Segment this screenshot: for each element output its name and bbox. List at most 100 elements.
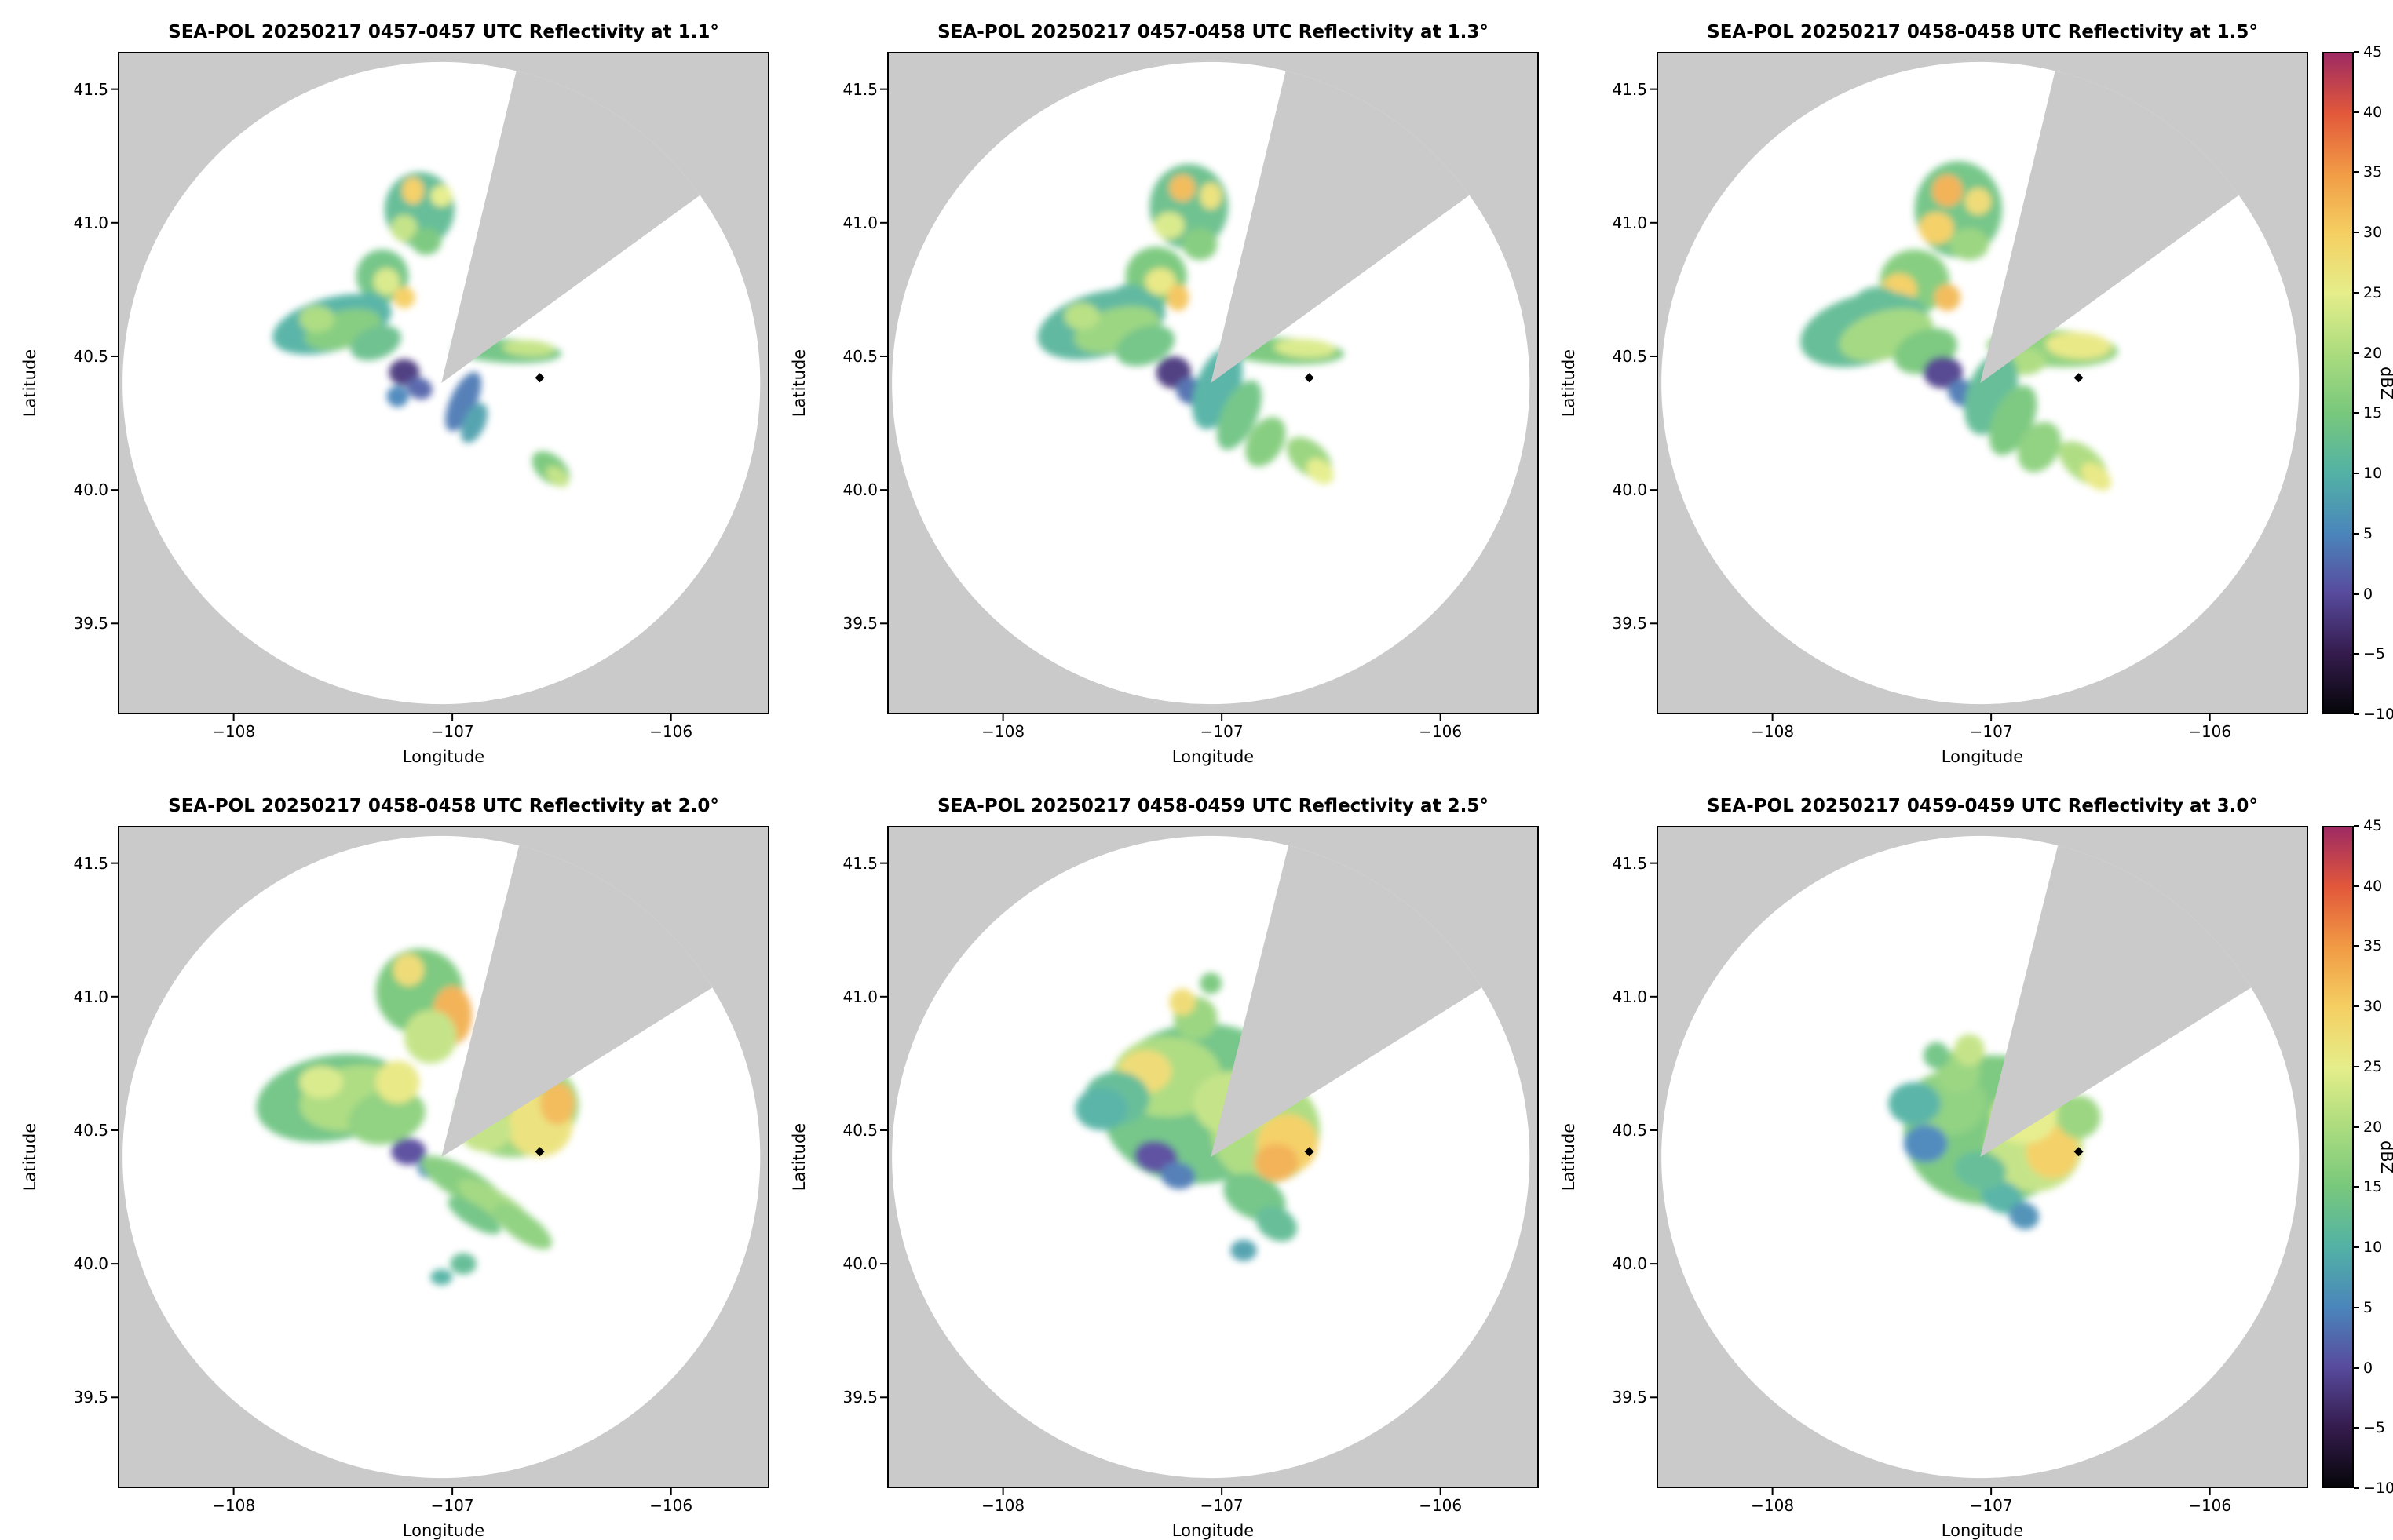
echo-blob (1182, 228, 1218, 261)
axes-frame (887, 52, 1539, 714)
y-tick-label: 40.5 (73, 346, 108, 366)
y-tick-label: 41.5 (1612, 79, 1647, 99)
axes-frame (1657, 826, 2308, 1488)
x-axis-label: Longitude (1171, 1521, 1255, 1540)
panel-title: SEA-POL 20250217 0458-0459 UTC Reflectiv… (937, 796, 1489, 816)
echo-blob (1216, 380, 1262, 451)
echo-blob (430, 185, 453, 207)
colorbar-tick-mark (2354, 1246, 2359, 1249)
x-tick-label: −106 (2188, 1496, 2232, 1515)
echo-blob (539, 1082, 575, 1126)
colorbar-tick-label: 25 (2363, 1057, 2383, 1075)
echo-blob (1169, 174, 1196, 202)
echo-blob (386, 385, 409, 407)
colorbar-tick-mark (2354, 1065, 2359, 1067)
colorbar-tick-label: 5 (2363, 524, 2373, 542)
colorbar-tick-mark (2354, 1126, 2359, 1128)
y-tick-label: 39.5 (842, 1388, 878, 1407)
colorbar-tick-mark (2354, 1005, 2359, 1008)
colorbar-tick-mark (2354, 593, 2359, 595)
colorbar-tick-label: 45 (2363, 817, 2383, 834)
colorbar-tick-mark (2354, 713, 2359, 715)
echo-blob (1949, 228, 1989, 261)
y-tick-label: 40.0 (1612, 480, 1647, 500)
colorbar-gradient (2322, 826, 2354, 1488)
echo-blob (375, 1060, 420, 1104)
colorbar-tick-mark (2354, 171, 2359, 173)
colorbar-tick-mark (2354, 653, 2359, 655)
x-tick-label: −108 (1751, 1496, 1795, 1515)
x-axis-label: Longitude (1171, 747, 1255, 766)
colorbar-tick-label: −10 (2363, 1480, 2393, 1497)
x-tick-label: −107 (430, 722, 474, 741)
reflectivity-echoes (1037, 163, 1345, 484)
y-tick-label: 40.0 (73, 1254, 108, 1274)
echo-blob (350, 325, 401, 361)
echo-blob (1254, 1143, 1299, 1181)
panel-title: SEA-POL 20250217 0458-0458 UTC Reflectiv… (1707, 22, 2258, 42)
panel-3: SEA-POL 20250217 0458-0458 UTC Reflectiv… (1539, 0, 2308, 766)
colorbar-row-2: dBZ 45 40 35 30 25 20 15 10 5 0 −5 −10 (2322, 817, 2393, 1497)
site-marker-diamond (1304, 373, 1314, 383)
colorbar-tick-label: 20 (2363, 1118, 2383, 1136)
y-tick-label: 41.5 (73, 79, 108, 99)
colorbar-tick-label: −10 (2363, 706, 2393, 723)
colorbar-tick-mark (2354, 473, 2359, 475)
echo-blob (393, 954, 424, 987)
echo-blob (1923, 1042, 1950, 1069)
colorbar-gradient (2322, 52, 2354, 714)
y-tick-label: 41.0 (842, 213, 878, 232)
x-tick-label: −108 (981, 1496, 1025, 1515)
echo-blob (1145, 268, 1176, 295)
colorbar-tick-label: 35 (2363, 163, 2383, 181)
x-tick-label: −106 (1419, 722, 1463, 741)
colorbar-tick-label: 10 (2363, 1239, 2383, 1257)
radar-ppi-plot (880, 826, 1539, 1495)
colorbar-tick-label: −5 (2363, 1419, 2386, 1437)
colorbar-tick-mark (2354, 1306, 2359, 1308)
colorbar-tick-mark (2354, 232, 2359, 234)
site-marker-diamond (2073, 373, 2084, 383)
echo-blob (393, 286, 415, 308)
echo-blob (448, 1197, 501, 1235)
y-tick-label: 41.0 (73, 213, 108, 232)
echo-blob (1306, 458, 1334, 484)
colorbar-tick-mark (2354, 291, 2359, 294)
colorbar-tick-label: 40 (2363, 877, 2383, 895)
echo-blob (450, 1253, 477, 1275)
colorbar-tick-mark (2354, 412, 2359, 414)
echo-blob (1200, 182, 1222, 210)
echo-blob (1245, 417, 1286, 467)
site-marker-diamond (1304, 1147, 1314, 1157)
echo-blob (1919, 212, 1954, 245)
colorbar-tick-label: 20 (2363, 344, 2383, 362)
panel-title: SEA-POL 20250217 0457-0457 UTC Reflectiv… (168, 22, 719, 42)
site-marker-diamond (535, 373, 545, 383)
y-tick-label: 40.0 (73, 480, 108, 500)
echo-blob (492, 1203, 553, 1250)
y-tick-label: 41.5 (1612, 853, 1647, 873)
panel-title: SEA-POL 20250217 0457-0458 UTC Reflectiv… (937, 22, 1489, 42)
colorbar-tick-mark (2354, 1487, 2359, 1489)
panel-4: SEA-POL 20250217 0458-0458 UTC Reflectiv… (0, 774, 769, 1540)
colorbar-label: dBZ (2377, 366, 2393, 400)
y-tick-label: 41.5 (842, 853, 878, 873)
echo-blob (348, 1089, 426, 1145)
colorbar-tick-label: 0 (2363, 585, 2373, 603)
colorbar-tick-mark (2354, 51, 2359, 53)
panel-title: SEA-POL 20250217 0458-0458 UTC Reflectiv… (168, 796, 719, 816)
echo-blob (1064, 302, 1100, 330)
axes-frame (887, 826, 1539, 1488)
panel-6: SEA-POL 20250217 0459-0459 UTC Reflectiv… (1539, 774, 2308, 1540)
colorbar-tick-mark (2354, 111, 2359, 113)
echo-blob (502, 340, 556, 357)
echo-blob (1888, 1082, 1942, 1126)
panel-2: SEA-POL 20250217 0457-0458 UTC Reflectiv… (769, 0, 1539, 766)
echo-blob (404, 1009, 457, 1064)
x-axis-label: Longitude (402, 1521, 485, 1540)
echo-blob (391, 1138, 426, 1166)
echo-blob (1200, 973, 1222, 994)
echo-blob (1075, 1087, 1128, 1130)
echo-blob (406, 377, 433, 400)
x-tick-label: −107 (430, 1496, 474, 1515)
